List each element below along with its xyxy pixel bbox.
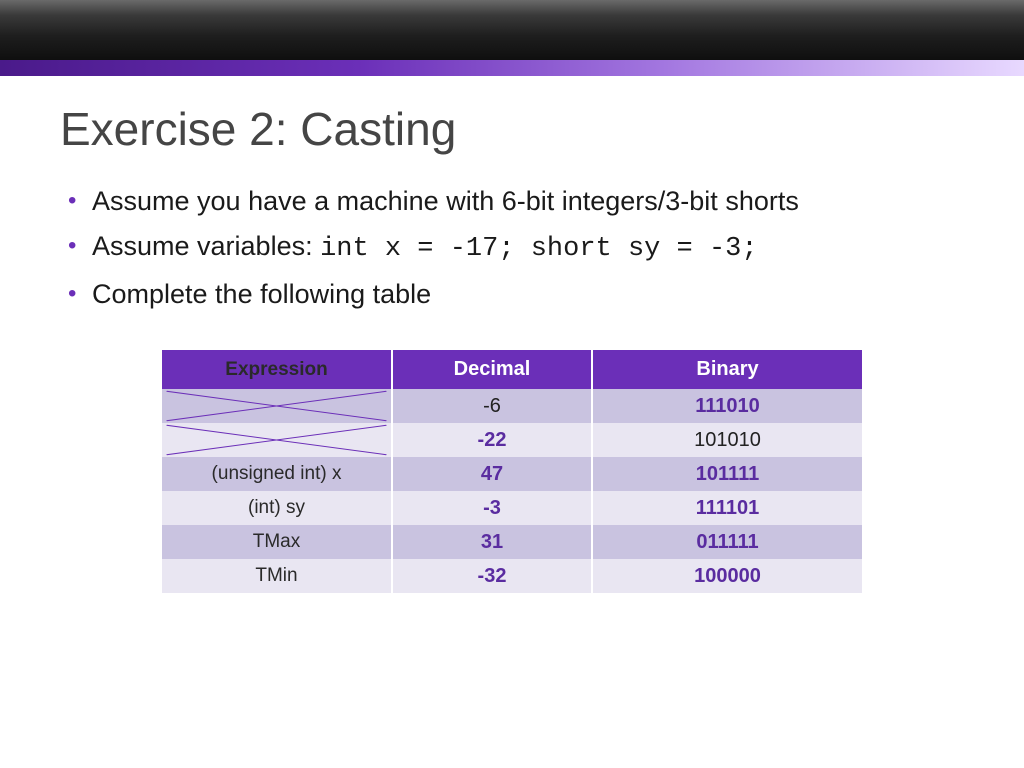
table-row: TMin-32100000 <box>162 559 862 593</box>
cell-decimal: -3 <box>392 491 592 525</box>
cross-out-icon <box>162 389 391 423</box>
slide-content: Exercise 2: Casting Assume you have a ma… <box>0 76 1024 593</box>
cell-decimal: 47 <box>392 457 592 491</box>
cell-binary: 111101 <box>592 491 862 525</box>
table-header-row: Expression Decimal Binary <box>162 350 862 389</box>
table-row: (int) sy-3111101 <box>162 491 862 525</box>
cell-decimal: -32 <box>392 559 592 593</box>
topbar-dark <box>0 0 1024 60</box>
bullet-item: Assume variables: int x = -17; short sy … <box>66 227 964 269</box>
cross-out-icon <box>162 423 391 457</box>
cell-decimal: -22 <box>392 423 592 457</box>
cell-expression: TMax <box>162 525 392 559</box>
th-decimal: Decimal <box>392 350 592 389</box>
table-row: TMax31011111 <box>162 525 862 559</box>
table-row: -22101010 <box>162 423 862 457</box>
topbar-purple-gradient <box>0 60 1024 76</box>
cell-expression <box>162 423 392 457</box>
code-inline: int x = -17; short sy = -3; <box>320 234 757 264</box>
cell-expression: TMin <box>162 559 392 593</box>
table-row: -6111010 <box>162 389 862 423</box>
cell-expression: (unsigned int) x <box>162 457 392 491</box>
bullet-list: Assume you have a machine with 6-bit int… <box>60 182 964 314</box>
th-binary: Binary <box>592 350 862 389</box>
table-body: -6111010-22101010(unsigned int) x4710111… <box>162 389 862 593</box>
bullet-item: Assume you have a machine with 6-bit int… <box>66 182 964 221</box>
cell-binary: 100000 <box>592 559 862 593</box>
cell-expression <box>162 389 392 423</box>
bullet-item: Complete the following table <box>66 275 964 314</box>
cell-expression: (int) sy <box>162 491 392 525</box>
cell-decimal: 31 <box>392 525 592 559</box>
bullet-text: Assume variables: <box>92 231 320 261</box>
cell-binary: 111010 <box>592 389 862 423</box>
cell-decimal: -6 <box>392 389 592 423</box>
th-expression: Expression <box>162 350 392 389</box>
casting-table-wrap: Expression Decimal Binary -6111010-22101… <box>162 350 862 593</box>
table-row: (unsigned int) x47101111 <box>162 457 862 491</box>
slide-title: Exercise 2: Casting <box>60 102 964 156</box>
cell-binary: 011111 <box>592 525 862 559</box>
cell-binary: 101111 <box>592 457 862 491</box>
casting-table: Expression Decimal Binary -6111010-22101… <box>162 350 862 593</box>
cell-binary: 101010 <box>592 423 862 457</box>
